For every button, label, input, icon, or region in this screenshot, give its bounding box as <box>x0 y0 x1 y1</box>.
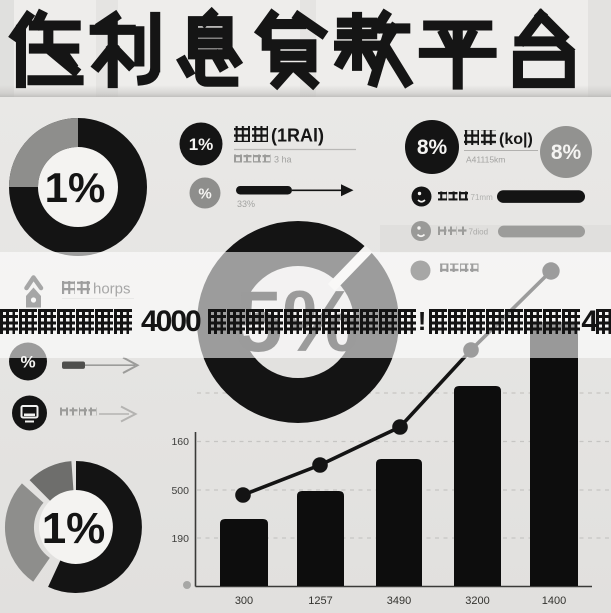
svg-text:160: 160 <box>171 436 189 448</box>
svg-text:3 ha: 3 ha <box>274 155 292 165</box>
svg-text:8%: 8% <box>417 136 448 159</box>
svg-text:%: % <box>198 186 211 203</box>
svg-text:3490: 3490 <box>387 595 411 607</box>
svg-text:1400: 1400 <box>542 595 566 607</box>
svg-text:7diod: 7diod <box>469 228 489 237</box>
svg-text:1%: 1% <box>42 504 106 553</box>
svg-text:500: 500 <box>171 485 189 497</box>
svg-text:A41115km: A41115km <box>466 155 505 165</box>
svg-text:1257: 1257 <box>308 595 332 607</box>
svg-text:1%: 1% <box>189 135 214 154</box>
svg-text:8%: 8% <box>551 141 582 164</box>
svg-text:(ko|): (ko|) <box>499 131 533 148</box>
svg-text:(1RAl): (1RAl) <box>271 126 324 146</box>
svg-text:190: 190 <box>171 533 189 545</box>
svg-text:33%: 33% <box>237 199 255 209</box>
svg-text:1%: 1% <box>45 164 106 211</box>
svg-text:71mm: 71mm <box>471 193 494 202</box>
svg-text:300: 300 <box>235 595 253 607</box>
svg-text:3200: 3200 <box>465 595 489 607</box>
